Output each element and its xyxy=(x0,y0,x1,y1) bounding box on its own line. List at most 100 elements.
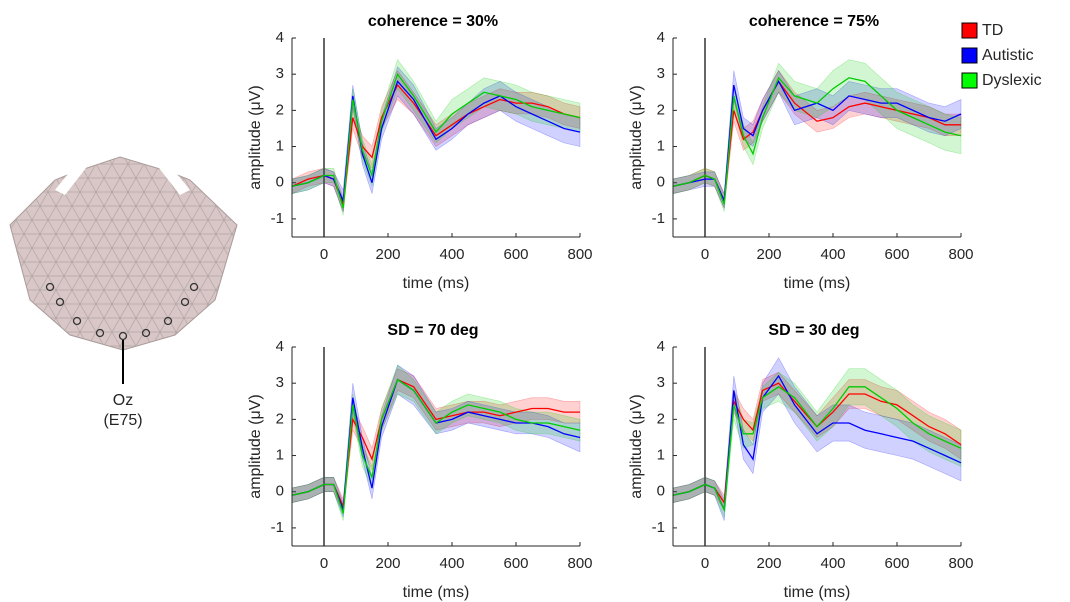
x-tick-label: 400 xyxy=(439,555,464,572)
x-tick-label: 600 xyxy=(503,246,528,263)
x-axis-label: time (ms) xyxy=(403,584,470,601)
y-axis-label: amplitude (μV) xyxy=(628,85,645,189)
y-tick-label: 2 xyxy=(276,101,284,118)
mesh-line xyxy=(143,157,237,350)
x-tick-label: 600 xyxy=(884,555,909,572)
electrode xyxy=(118,331,128,341)
panel: coherence = 75% time (ms) amplitude (μV) -1… xyxy=(628,13,973,292)
legend-swatch xyxy=(961,47,978,64)
legend-label: Autistic xyxy=(982,47,1034,64)
electrode xyxy=(141,328,151,338)
y-tick-label: 3 xyxy=(276,374,284,391)
y-tick-label: -1 xyxy=(652,210,665,227)
electrode xyxy=(72,316,82,326)
x-tick-label: 800 xyxy=(948,246,973,263)
chart-title: coherence = 30% xyxy=(368,13,498,30)
y-tick-label: 4 xyxy=(657,29,665,46)
series-line xyxy=(291,378,581,514)
electrodes xyxy=(45,282,199,341)
electrode xyxy=(163,316,173,326)
y-tick-label: 2 xyxy=(657,101,665,118)
legend-label: Dyslexic xyxy=(982,72,1042,89)
y-axis-label: amplitude (μV) xyxy=(628,394,645,498)
x-tick-label: 600 xyxy=(884,246,909,263)
mesh-line xyxy=(10,157,17,350)
head-flap xyxy=(145,143,190,195)
x-tick-label: 800 xyxy=(567,555,592,572)
mesh-line xyxy=(55,157,177,350)
series-line xyxy=(672,386,962,513)
chart-title: SD = 30 deg xyxy=(768,322,859,339)
electrode xyxy=(180,297,190,307)
x-tick-label: 600 xyxy=(503,555,528,572)
x-tick-label: 200 xyxy=(756,555,781,572)
x-tick-label: 200 xyxy=(375,555,400,572)
error-band xyxy=(672,368,962,519)
electrode-name: Oz xyxy=(113,392,133,409)
y-tick-label: 1 xyxy=(276,138,284,155)
x-tick-label: 0 xyxy=(701,246,709,263)
x-tick-label: 400 xyxy=(820,555,845,572)
x-axis-label: time (ms) xyxy=(403,275,470,292)
error-band xyxy=(672,59,962,212)
y-tick-label: 0 xyxy=(657,174,665,191)
mesh-line xyxy=(10,157,105,350)
y-tick-label: 0 xyxy=(276,174,284,191)
y-tick-label: 4 xyxy=(657,338,665,355)
x-tick-label: 200 xyxy=(375,246,400,263)
error-band xyxy=(291,59,581,216)
y-tick-label: -1 xyxy=(271,210,284,227)
mesh-line xyxy=(0,150,8,360)
panel: SD = 70 deg time (ms) amplitude (μV) -1 0 1 2 3… xyxy=(247,322,592,601)
y-tick-label: -1 xyxy=(652,519,665,536)
head-outline xyxy=(9,156,238,351)
y-tick-label: 1 xyxy=(276,447,284,464)
mesh-line xyxy=(159,157,237,350)
panel: SD = 30 deg time (ms) amplitude (μV) -1 0 1 2 3… xyxy=(628,322,973,601)
sensor-map: Oz (E75) xyxy=(0,143,238,429)
electrode-id: (E75) xyxy=(103,412,142,429)
electrode xyxy=(45,282,55,292)
x-tick-label: 400 xyxy=(820,246,845,263)
y-tick-label: 4 xyxy=(276,338,284,355)
series-line xyxy=(291,72,581,209)
x-tick-label: 0 xyxy=(320,555,328,572)
mesh-line xyxy=(71,157,193,350)
legend-label: TD xyxy=(982,22,1003,39)
mesh-line xyxy=(63,157,185,350)
x-tick-label: 400 xyxy=(439,246,464,263)
error-band xyxy=(291,70,581,212)
chart-title: SD = 70 deg xyxy=(387,322,478,339)
y-tick-label: 2 xyxy=(657,410,665,427)
series-line xyxy=(672,382,962,505)
y-tick-label: -1 xyxy=(271,519,284,536)
y-tick-label: 2 xyxy=(276,410,284,427)
series-line xyxy=(672,76,962,205)
electrode xyxy=(95,328,105,338)
mesh-line xyxy=(10,157,81,350)
x-tick-label: 800 xyxy=(567,246,592,263)
legend-swatch xyxy=(961,22,978,39)
electrode xyxy=(55,297,65,307)
x-axis-label: time (ms) xyxy=(784,275,851,292)
y-tick-label: 0 xyxy=(657,483,665,500)
y-tick-label: 4 xyxy=(276,29,284,46)
y-tick-label: 1 xyxy=(657,447,665,464)
mesh-line xyxy=(167,157,237,350)
x-tick-label: 800 xyxy=(948,555,973,572)
chart-title: coherence = 75% xyxy=(749,13,879,30)
x-tick-label: 200 xyxy=(756,246,781,263)
y-axis-label: amplitude (μV) xyxy=(247,85,264,189)
y-tick-label: 3 xyxy=(657,65,665,82)
x-tick-label: 0 xyxy=(701,555,709,572)
error-band xyxy=(672,371,962,511)
mesh-line xyxy=(151,157,237,350)
electrode xyxy=(189,282,199,292)
error-band xyxy=(291,364,581,521)
head-flap xyxy=(55,143,100,195)
y-tick-label: 1 xyxy=(657,138,665,155)
panel: coherence = 30% time (ms) amplitude (μV) -1… xyxy=(247,13,592,292)
legend-swatch xyxy=(961,72,978,89)
x-axis-label: time (ms) xyxy=(784,584,851,601)
